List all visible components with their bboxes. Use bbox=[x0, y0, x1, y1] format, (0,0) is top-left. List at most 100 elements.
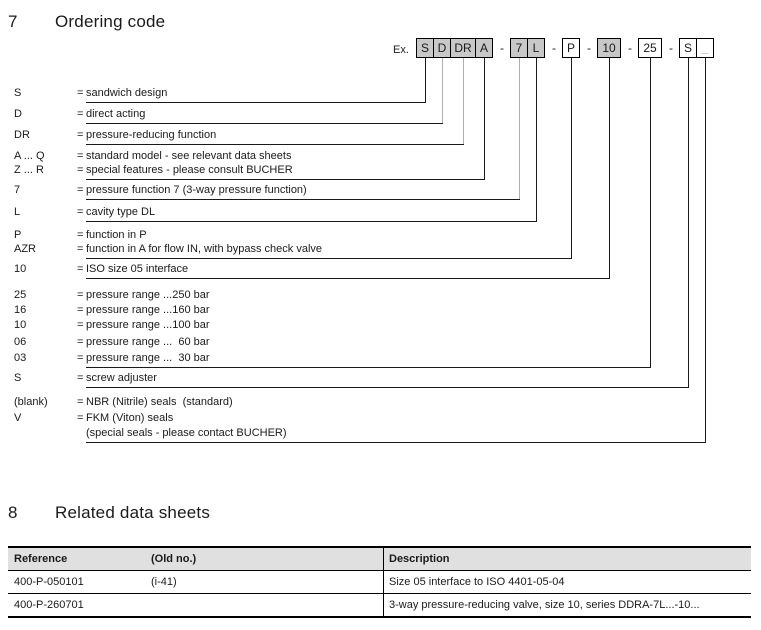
underline-connector bbox=[86, 221, 537, 222]
table-cell-description: Size 05 interface to ISO 4401-05-04 bbox=[389, 576, 565, 588]
legend-description: pressure range ...160 bar bbox=[86, 304, 210, 316]
legend-row: S = sandwich design bbox=[14, 87, 704, 102]
code-box: 10 bbox=[597, 38, 621, 58]
legend-description: function in A for flow IN, with bypass c… bbox=[86, 243, 323, 255]
legend-code: 03 bbox=[14, 352, 27, 364]
underline-connector bbox=[86, 123, 443, 124]
equals-sign: = bbox=[77, 396, 84, 408]
vertical-connector bbox=[609, 58, 610, 278]
section-number: 7 bbox=[8, 12, 18, 31]
equals-sign: = bbox=[77, 304, 84, 316]
legend-code: 10 bbox=[14, 319, 27, 331]
equals-sign: = bbox=[77, 150, 84, 162]
vertical-connector bbox=[463, 58, 464, 144]
vertical-connector bbox=[484, 58, 485, 179]
equals-sign: = bbox=[77, 336, 84, 348]
legend-code: 25 bbox=[14, 289, 27, 301]
legend-code: V bbox=[14, 412, 22, 424]
legend-code: AZR bbox=[14, 243, 36, 255]
table-header-reference: Reference bbox=[14, 553, 68, 565]
legend-description: screw adjuster bbox=[86, 372, 157, 384]
legend-description: pressure range ... 30 bar bbox=[86, 352, 210, 364]
dash-separator: - bbox=[500, 41, 504, 55]
example-code-row: S D DR A -7 L - P -10-25- S _ bbox=[416, 38, 714, 58]
legend-row: Z ... R = special features - please consul… bbox=[14, 164, 704, 179]
section-number: 8 bbox=[8, 503, 18, 522]
legend-code: 7 bbox=[14, 184, 21, 196]
legend-code: 10 bbox=[14, 263, 27, 275]
code-box: 25 bbox=[638, 38, 662, 58]
dash-separator: - bbox=[669, 41, 673, 55]
table-header-row: Reference (Old no.) Description bbox=[8, 548, 751, 571]
section-7-heading: 7 Ordering code bbox=[8, 12, 165, 32]
legend-row: V = FKM (Viton) seals bbox=[14, 412, 704, 427]
legend-row: 16 = pressure range ...160 bar bbox=[14, 304, 704, 319]
underline-connector bbox=[86, 278, 610, 279]
legend-description: standard model - see relevant data sheet… bbox=[86, 150, 292, 162]
underline-connector bbox=[86, 102, 426, 103]
legend-description: pressure-reducing function bbox=[86, 129, 217, 141]
legend-code: L bbox=[14, 206, 21, 218]
code-box: S bbox=[679, 38, 697, 58]
related-data-sheets-table: Reference (Old no.) Description 400-P-05… bbox=[8, 546, 751, 618]
legend-row: 7 = pressure function 7 (3-way pressure fu… bbox=[14, 184, 704, 199]
underline-connector bbox=[86, 179, 485, 180]
code-box: D bbox=[433, 38, 451, 58]
equals-sign: = bbox=[77, 243, 84, 255]
legend-code: 06 bbox=[14, 336, 27, 348]
underline-connector bbox=[86, 144, 464, 145]
underline-connector bbox=[86, 442, 706, 443]
table-header-description: Description bbox=[389, 553, 450, 565]
legend-row: P = function in P bbox=[14, 229, 704, 244]
legend-description: cavity type DL bbox=[86, 206, 156, 218]
legend-code: A ... Q bbox=[14, 150, 45, 162]
equals-sign: = bbox=[77, 412, 84, 424]
legend-description: special features - please consult BUCHER bbox=[86, 164, 293, 176]
legend-description: FKM (Viton) seals bbox=[86, 412, 174, 424]
table-row: 400-P-260701 3-way pressure-reducing val… bbox=[8, 594, 751, 616]
dash-separator: - bbox=[628, 41, 632, 55]
legend-code: D bbox=[14, 108, 22, 120]
vertical-connector bbox=[650, 58, 651, 367]
legend-description: sandwich design bbox=[86, 87, 168, 99]
legend-description: (special seals - please contact BUCHER) bbox=[86, 427, 287, 439]
legend-description: direct acting bbox=[86, 108, 146, 120]
equals-sign: = bbox=[77, 372, 84, 384]
equals-sign: = bbox=[77, 263, 84, 275]
vertical-connector bbox=[519, 58, 520, 199]
related-title: Related data sheets bbox=[55, 503, 211, 522]
vertical-connector bbox=[705, 58, 706, 442]
legend-description: pressure function 7 (3-way pressure func… bbox=[86, 184, 307, 196]
legend-row: 10 = ISO size 05 interface bbox=[14, 263, 704, 278]
legend-description: pressure range ...100 bar bbox=[86, 319, 210, 331]
legend-code: DR bbox=[14, 129, 30, 141]
page-title: Ordering code bbox=[55, 12, 166, 31]
legend-row: DR = pressure-reducing function bbox=[14, 129, 704, 144]
legend-row: A ... Q = standard model - see relevant da… bbox=[14, 150, 704, 165]
table-header-old-no: (Old no.) bbox=[151, 553, 197, 565]
code-box: DR bbox=[450, 38, 476, 58]
equals-sign: = bbox=[77, 319, 84, 331]
vertical-connector bbox=[425, 58, 426, 102]
equals-sign: = bbox=[77, 289, 84, 301]
legend-row: (blank) = NBR (Nitrile) seals (standard) bbox=[14, 396, 704, 411]
equals-sign: = bbox=[77, 229, 84, 241]
underline-connector bbox=[86, 387, 689, 388]
legend-row: AZR = function in A for flow IN, with bypa… bbox=[14, 243, 704, 258]
legend-code: (blank) bbox=[14, 396, 48, 408]
code-box: L bbox=[527, 38, 545, 58]
legend-row: L = cavity type DL bbox=[14, 206, 704, 221]
equals-sign: = bbox=[77, 129, 84, 141]
equals-sign: = bbox=[77, 108, 84, 120]
dash-separator: - bbox=[552, 41, 556, 55]
legend-row: D = direct acting bbox=[14, 108, 704, 123]
equals-sign: = bbox=[77, 164, 84, 176]
legend-description: ISO size 05 interface bbox=[86, 263, 189, 275]
code-box: A bbox=[475, 38, 493, 58]
equals-sign: = bbox=[77, 206, 84, 218]
legend-row: 25 = pressure range ...250 bar bbox=[14, 289, 704, 304]
vertical-connector bbox=[688, 58, 689, 387]
code-box: _ bbox=[696, 38, 714, 58]
equals-sign: = bbox=[77, 87, 84, 99]
legend-code: Z ... R bbox=[14, 164, 44, 176]
